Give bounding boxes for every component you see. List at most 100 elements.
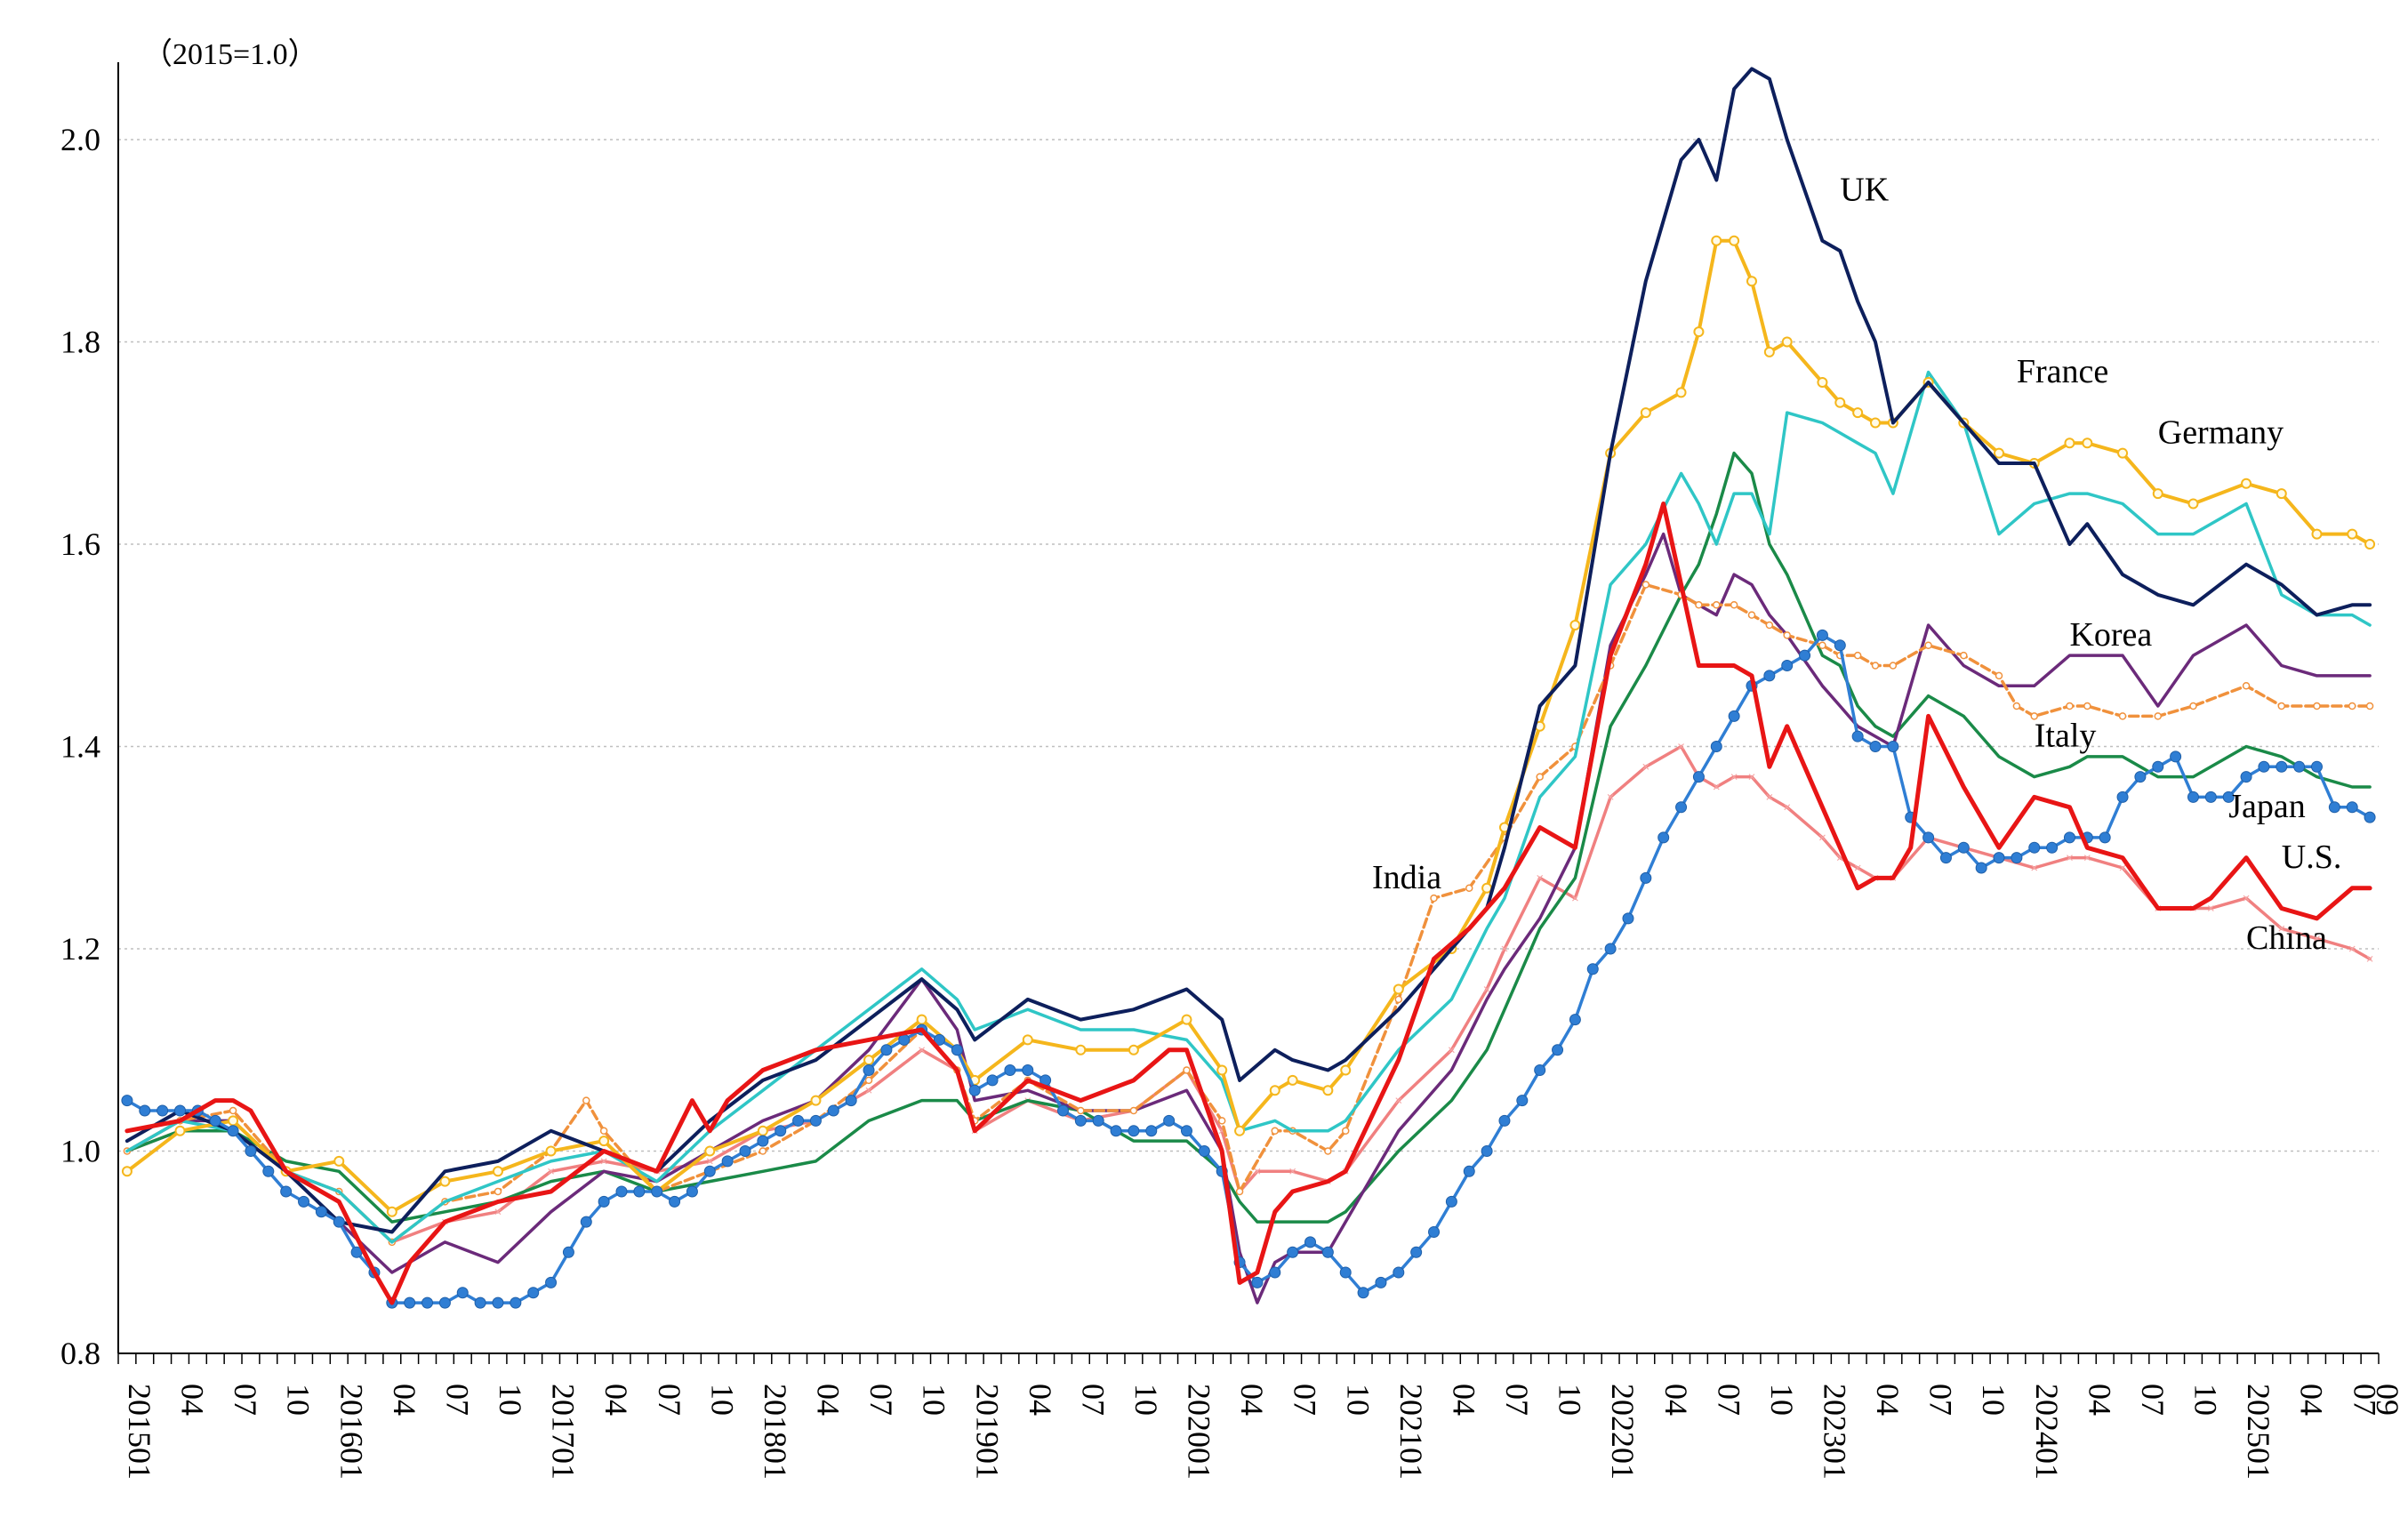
data-point bbox=[2028, 841, 2041, 854]
data-point bbox=[1622, 912, 1634, 925]
data-point bbox=[1536, 773, 1544, 781]
data-point bbox=[1163, 1114, 1176, 1127]
data-point bbox=[1799, 649, 1811, 662]
data-point bbox=[1834, 639, 1846, 652]
data-point bbox=[1853, 651, 1862, 660]
data-point bbox=[1341, 1127, 1350, 1135]
data-point bbox=[2170, 750, 2182, 763]
y-tick-label: 2.0 bbox=[60, 122, 100, 157]
data-point bbox=[1693, 326, 1705, 338]
data-point bbox=[2313, 702, 2321, 710]
data-point bbox=[121, 1095, 133, 1107]
series-label-france: France bbox=[2017, 353, 2108, 390]
series-italy bbox=[125, 451, 2372, 1224]
data-point bbox=[1569, 1014, 1581, 1026]
data-point bbox=[1465, 884, 1473, 892]
data-point bbox=[174, 1125, 186, 1136]
data-point bbox=[439, 1176, 451, 1187]
y-tick-label: 1.0 bbox=[60, 1134, 100, 1169]
x-tick-label: 04 bbox=[598, 1384, 634, 1416]
data-point bbox=[2116, 791, 2129, 803]
data-point bbox=[2366, 955, 2373, 962]
series-japan bbox=[121, 629, 2376, 1309]
data-point bbox=[1975, 862, 1987, 874]
data-point bbox=[1692, 771, 1705, 783]
data-point bbox=[809, 1114, 822, 1127]
series-label-china: China bbox=[2246, 919, 2327, 957]
data-point bbox=[1710, 741, 1722, 752]
data-point bbox=[2063, 831, 2075, 844]
data-point bbox=[229, 1106, 237, 1115]
x-tick-label: 201701 bbox=[546, 1384, 582, 1480]
data-point bbox=[1889, 662, 1898, 670]
data-point bbox=[139, 1104, 151, 1117]
data-point bbox=[721, 1155, 734, 1168]
data-point bbox=[1074, 1114, 1087, 1127]
data-point bbox=[492, 1166, 503, 1177]
data-point bbox=[580, 1216, 592, 1228]
data-point bbox=[494, 1187, 502, 1196]
data-point bbox=[2066, 702, 2074, 710]
data-point bbox=[1607, 793, 1614, 800]
data-point bbox=[863, 1064, 875, 1076]
data-point bbox=[1534, 1064, 1546, 1076]
data-point bbox=[386, 1206, 397, 1217]
data-point bbox=[1180, 1125, 1192, 1137]
series-label-italy: Italy bbox=[2035, 718, 2097, 755]
data-point bbox=[582, 1096, 590, 1104]
x-tick-label: 10 bbox=[704, 1384, 740, 1416]
data-point bbox=[2067, 855, 2073, 862]
data-point bbox=[1571, 895, 1578, 902]
data-point bbox=[827, 1104, 839, 1117]
x-tick-label: 10 bbox=[1340, 1384, 1376, 1416]
data-point bbox=[880, 1044, 893, 1056]
data-point bbox=[2152, 488, 2163, 500]
data-point bbox=[2242, 682, 2251, 690]
data-point bbox=[2346, 801, 2358, 814]
data-point bbox=[775, 1125, 787, 1137]
data-point bbox=[1748, 774, 1755, 781]
data-point bbox=[2240, 771, 2252, 783]
data-point bbox=[2277, 702, 2286, 710]
data-point bbox=[1394, 995, 1403, 1004]
x-tick-label: 04 bbox=[811, 1384, 847, 1416]
data-point bbox=[1110, 1125, 1122, 1137]
data-point bbox=[1251, 1276, 1264, 1288]
data-point bbox=[598, 1136, 610, 1147]
data-point bbox=[1641, 581, 1650, 589]
data-point bbox=[280, 1185, 293, 1198]
data-point bbox=[2083, 702, 2091, 710]
data-point bbox=[2241, 478, 2252, 489]
data-point bbox=[898, 1033, 911, 1046]
data-point bbox=[1357, 1287, 1369, 1299]
x-tick-label: 202101 bbox=[1393, 1384, 1429, 1480]
data-point bbox=[1321, 1246, 1334, 1258]
data-point bbox=[2083, 855, 2091, 862]
data-point bbox=[1393, 1266, 1405, 1279]
x-tick-label: 04 bbox=[1234, 1384, 1270, 1416]
data-point bbox=[1711, 235, 1722, 246]
data-point bbox=[2064, 437, 2075, 449]
data-point bbox=[1766, 793, 1773, 800]
gridlines bbox=[118, 139, 2379, 1152]
series-line bbox=[124, 502, 2372, 1305]
data-point bbox=[2364, 811, 2376, 823]
x-tick-label: 07 bbox=[2347, 1384, 2382, 1416]
data-point bbox=[1713, 783, 1720, 791]
data-point bbox=[228, 1115, 239, 1127]
series-label-korea: Korea bbox=[2069, 616, 2152, 654]
series-labels: UK France Germany Korea Italy Japan U.S. China I… bbox=[1372, 171, 2341, 957]
data-point bbox=[810, 1095, 822, 1106]
axes bbox=[117, 62, 2380, 1364]
data-point bbox=[669, 1195, 681, 1208]
data-point bbox=[1675, 387, 1687, 398]
y-tick-label: 1.2 bbox=[60, 931, 100, 967]
data-point bbox=[1145, 1125, 1158, 1137]
data-point bbox=[599, 1127, 608, 1135]
data-point bbox=[845, 1095, 857, 1107]
data-point bbox=[2011, 852, 2023, 864]
x-tick-label: 201801 bbox=[758, 1384, 793, 1480]
data-point bbox=[792, 1114, 805, 1127]
data-point bbox=[527, 1287, 540, 1299]
data-point bbox=[2364, 539, 2376, 550]
